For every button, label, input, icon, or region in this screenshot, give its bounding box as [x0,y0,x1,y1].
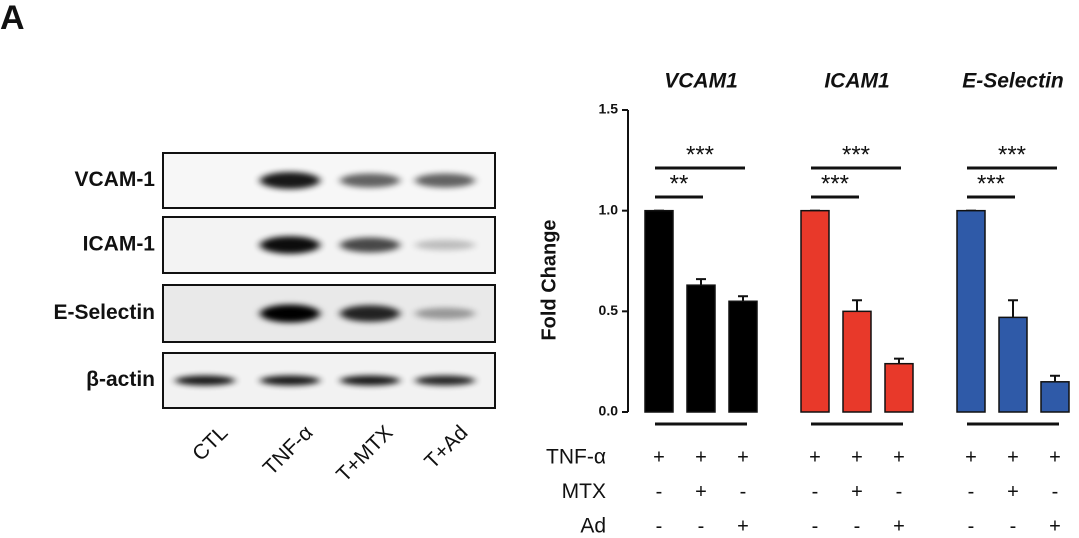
bar [686,284,716,413]
blot-band [260,304,320,323]
blot-band [415,307,475,320]
y-tick-label: 0.5 [599,302,619,318]
y-tick-label: 0.0 [599,403,619,419]
blot-row-label: β-actin [86,368,155,391]
treatment-sign: - [698,515,705,537]
blot-band [340,237,400,253]
blot-row-label: ICAM-1 [83,233,156,256]
significance-label: *** [977,170,1005,197]
significance-label: *** [686,141,714,168]
treatment-sign: - [968,515,975,537]
y-tick-label: 1.5 [599,101,619,117]
bar [998,316,1028,413]
blot-band [260,172,320,189]
blot-band [340,375,400,386]
significance-label: *** [842,141,870,168]
treatment-sign: + [851,481,863,503]
blot-band [415,173,475,188]
treatment-label: TNF-α [546,446,606,469]
treatment-sign: + [653,446,665,468]
treatment-sign: + [893,515,905,537]
treatment-label: Ad [580,515,606,538]
treatment-sign: + [1049,446,1061,468]
treatment-sign: - [740,481,747,503]
blot-band [415,375,475,386]
treatment-sign: - [968,481,975,503]
treatment-sign: + [737,446,749,468]
treatment-sign: + [1007,446,1019,468]
blot-band [340,173,400,188]
blot-row-label: E-Selectin [53,301,155,324]
treatment-sign: - [812,515,819,537]
treatment-sign: - [1010,515,1017,537]
treatment-sign: - [656,515,663,537]
treatment-sign: + [965,446,977,468]
treatment-label: MTX [562,480,606,503]
blot-row-label: VCAM-1 [74,168,155,191]
blot-band [415,239,475,251]
treatment-sign: + [1007,481,1019,503]
treatment-sign: - [812,481,819,503]
significance-label: *** [821,170,849,197]
group-title: E-Selectin [962,70,1064,93]
treatment-sign: + [809,446,821,468]
treatment-sign: + [695,446,707,468]
bar [956,209,986,413]
blot-band [260,375,320,386]
blot-lane-label: CTL [188,421,232,465]
bar [728,300,758,413]
group-title: VCAM1 [664,70,738,93]
blot-lane-label: T+Ad [420,421,472,473]
blot-band [260,236,320,254]
treatment-sign: + [695,481,707,503]
blot-band [340,305,400,322]
treatment-sign: + [893,446,905,468]
treatment-sign: - [1052,481,1059,503]
blot-lane-label: T+MTX [332,421,397,486]
treatment-sign: - [896,481,903,503]
bar [644,209,674,413]
bar [800,209,830,413]
bar [1040,381,1070,413]
group-title: ICAM1 [824,70,889,93]
treatment-sign: - [656,481,663,503]
treatment-sign: - [854,515,861,537]
y-axis-label: Fold Change [538,219,560,340]
y-tick-label: 1.0 [599,201,619,217]
panel-label: A [0,0,25,37]
bar [842,310,872,413]
blot-lane-label: TNF-α [259,421,318,480]
bar [884,362,914,413]
significance-label: ** [670,170,689,197]
blot-band [175,375,235,386]
significance-label: *** [998,141,1026,168]
treatment-sign: + [851,446,863,468]
treatment-sign: + [737,515,749,537]
treatment-sign: + [1049,515,1061,537]
